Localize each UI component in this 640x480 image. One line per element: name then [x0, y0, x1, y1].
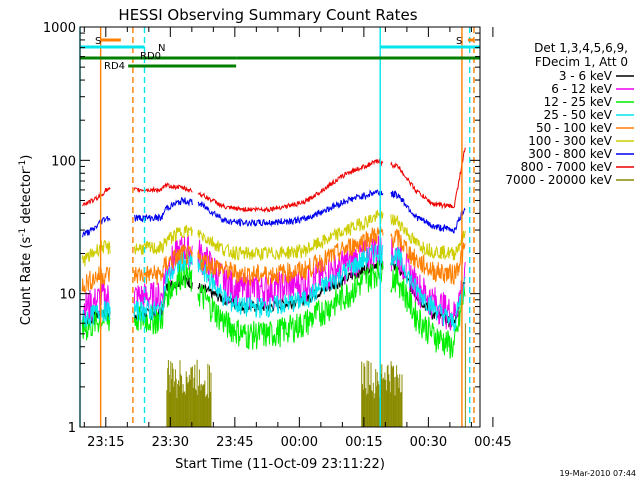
x-tick-label: 00:45: [474, 435, 511, 450]
legend-label: 100 - 300 keV: [528, 134, 612, 148]
axes-layer: 1 10 100 1000 23:15 23:30 23:45 00:00 00:15 00:30…: [43, 21, 512, 450]
series-line: [82, 147, 466, 213]
legend-label: 12 - 25 keV: [544, 95, 613, 109]
y-tick-label: 100: [51, 154, 76, 169]
y-axis-label: Count Rate (s-1 detector-1): [18, 155, 34, 326]
series-line: [81, 244, 466, 332]
legend-label: 3 - 6 keV: [559, 69, 613, 83]
series-layer: [81, 147, 466, 427]
x-tick-label: 00:15: [345, 435, 382, 450]
legend-header-line-1: Det 1,3,4,5,6,9,: [534, 41, 628, 55]
series-line: [81, 189, 466, 238]
series-line: [81, 209, 466, 267]
flag-label: RD4: [104, 61, 125, 72]
flag-label: S: [95, 36, 101, 47]
legend-header-line-2: FDecim 1, Att 0: [535, 55, 628, 69]
flag-label: RD0: [140, 51, 161, 62]
legend-label: 25 - 50 keV: [544, 108, 613, 122]
flag-label: N: [158, 43, 165, 54]
legend-label: 7000 - 20000 keV: [505, 173, 612, 187]
legend-label: 6 - 12 keV: [551, 82, 613, 96]
x-tick-label: 23:45: [216, 435, 253, 450]
series-line: [81, 226, 466, 293]
legend-label: 300 - 800 keV: [528, 147, 612, 161]
x-axis-label: Start Time (11-Oct-09 23:11:22): [175, 457, 385, 472]
y-tick-label: 1: [68, 421, 76, 436]
x-tick-label: 23:15: [87, 435, 124, 450]
footer-date: 19-Mar-2010 07:44: [560, 469, 637, 478]
series-line: [81, 258, 466, 359]
x-tick-label: 00:30: [410, 435, 447, 450]
legend-label: 800 - 7000 keV: [521, 160, 613, 174]
legend-label: 50 - 100 keV: [536, 121, 613, 135]
plot-frame: [79, 26, 481, 428]
x-tick-label: 00:00: [281, 435, 318, 450]
flag-label: S: [456, 36, 462, 47]
x-tick-label: 23:30: [152, 435, 189, 450]
y-tick-label: 10: [59, 288, 76, 303]
chart-title: HESSI Observing Summary Count Rates: [118, 6, 417, 24]
y-tick-label: 1000: [43, 21, 76, 36]
